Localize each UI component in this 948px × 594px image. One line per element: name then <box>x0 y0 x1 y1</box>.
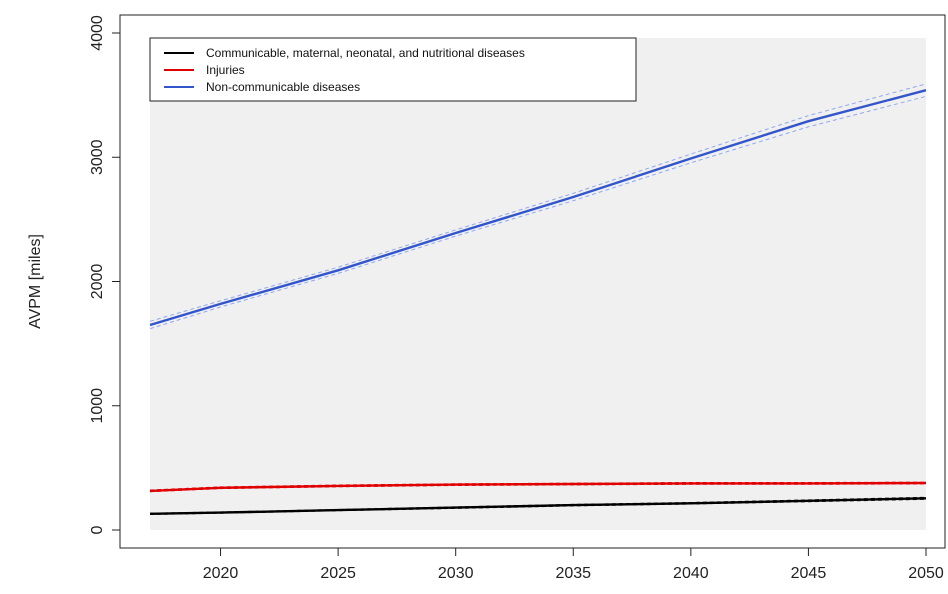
plot-background <box>150 37 926 530</box>
y-axis: 0 1000 2000 3000 4000 <box>89 15 120 534</box>
x-tick-label: 2030 <box>438 565 474 582</box>
series-lines <box>149 89 927 515</box>
x-tick-label: 2035 <box>555 565 591 582</box>
x-tick-label: 2050 <box>908 565 944 582</box>
legend-box <box>149 37 637 102</box>
y-tick-label: 2000 <box>89 264 106 300</box>
x-tick-label: 2020 <box>203 565 239 582</box>
x-tick-label: 2040 <box>673 565 709 582</box>
y-tick-label: 4000 <box>89 15 106 51</box>
x-tick-label: 2025 <box>320 565 356 582</box>
series-2-lower-bound <box>149 95 927 330</box>
legend-entry: Communicable, maternal, neonatal, and nu… <box>206 46 525 60</box>
y-tick-label: 0 <box>89 525 106 534</box>
x-axis: 2020 2025 2030 2035 2040 2045 2050 <box>203 548 944 582</box>
series-0-line <box>149 497 927 515</box>
x-tick-label: 2045 <box>791 565 827 582</box>
legend-entry: Non-communicable diseases <box>206 80 360 94</box>
series-1-line <box>149 481 927 493</box>
legend-entry: Injuries <box>206 63 245 77</box>
legend: Communicable, maternal, neonatal, and nu… <box>149 37 637 102</box>
y-tick-label: 1000 <box>89 388 106 424</box>
y-axis-title: AVPM [miles] <box>27 234 44 329</box>
series-2-upper-bound <box>149 83 927 322</box>
series-2-line <box>149 89 927 327</box>
y-tick-label: 3000 <box>89 139 106 175</box>
